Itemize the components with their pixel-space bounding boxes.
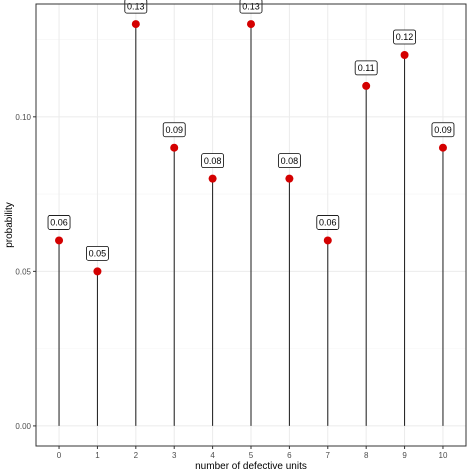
x-tick-label: 1 [95, 451, 100, 460]
data-label-box [201, 153, 225, 169]
data-point [55, 236, 64, 245]
stems [58, 24, 444, 426]
data-point [247, 20, 255, 29]
data-label: 0.06 [47, 215, 71, 230]
x-tick-label: 6 [287, 451, 292, 460]
data-point [362, 81, 371, 90]
data-point [400, 51, 409, 59]
data-label-text: 0.06 [319, 218, 337, 228]
data-point [170, 143, 179, 152]
data-label: 0.05 [86, 245, 109, 261]
data-label: 0.09 [162, 122, 186, 138]
x-tick-label: 2 [134, 451, 139, 460]
data-label-box [162, 122, 186, 138]
data-label-box [124, 0, 148, 14]
data-label-box [239, 0, 263, 14]
x-tick-label: 10 [439, 451, 448, 460]
data-label-box [393, 29, 416, 45]
data-label: 0.13 [124, 0, 148, 14]
data-label-text: 0.12 [396, 32, 414, 42]
data-labels: 0.06 0.05 0.13 0.09 0.08 0.13 0.08 0.06 0.11 0.12… [47, 0, 455, 261]
data-label-box [316, 215, 340, 230]
data-point [438, 143, 447, 152]
data-label: 0.09 [431, 122, 455, 138]
y-axis-title: probability [4, 202, 15, 248]
data-label-text: 0.11 [358, 63, 375, 73]
points [55, 20, 447, 276]
data-label-text: 0.09 [165, 125, 183, 135]
data-point [131, 20, 140, 29]
data-label: 0.08 [201, 153, 225, 169]
data-label-box [431, 122, 455, 138]
y-tick-label: 0.00 [15, 422, 31, 431]
data-label: 0.13 [239, 0, 263, 14]
x-tick-label: 7 [326, 451, 331, 460]
data-label-box [277, 153, 301, 169]
data-label-text: 0.05 [89, 249, 107, 259]
data-label-box [47, 215, 71, 230]
data-label: 0.08 [277, 153, 301, 169]
data-label-text: 0.06 [50, 218, 68, 228]
data-label-box [86, 245, 109, 261]
x-axis-title: number of defective units [195, 461, 307, 472]
y-tick-label: 0.10 [15, 113, 31, 122]
data-point [208, 174, 217, 183]
y-tick-label: 0.05 [15, 267, 31, 276]
data-label: 0.12 [393, 29, 416, 45]
x-tick-label: 5 [249, 451, 254, 460]
x-tick-label: 3 [172, 451, 177, 460]
data-label-text: 0.08 [204, 156, 222, 166]
data-label: 0.11 [354, 60, 378, 76]
data-label-text: 0.13 [242, 1, 260, 11]
data-label-text: 0.09 [434, 125, 452, 135]
data-point [93, 267, 102, 276]
data-point [285, 174, 294, 183]
axis-ticks: 0.00 0.05 0.10 0 1 2 3 4 5 6 7 8 9 10 [15, 113, 448, 460]
x-tick-label: 9 [402, 451, 407, 460]
data-label-text: 0.13 [127, 1, 145, 11]
data-point [323, 236, 332, 245]
data-label-text: 0.08 [281, 156, 299, 166]
data-label-box [354, 60, 378, 76]
x-tick-label: 4 [210, 451, 215, 460]
data-label: 0.06 [316, 215, 340, 230]
x-tick-label: 0 [57, 451, 62, 460]
x-tick-label: 8 [364, 451, 369, 460]
